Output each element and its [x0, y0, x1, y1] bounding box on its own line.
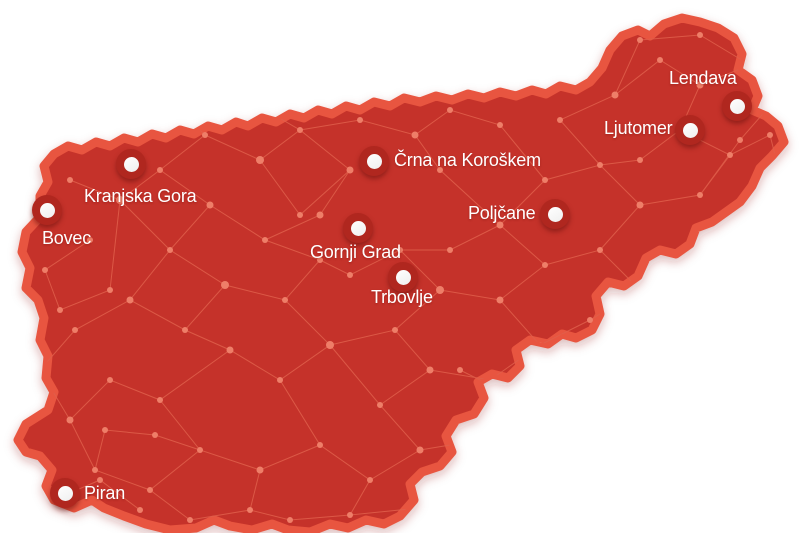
marker-center-dot — [366, 153, 382, 169]
city-marker[interactable] — [388, 262, 418, 292]
marker-center-dot — [123, 156, 139, 172]
city-marker[interactable] — [50, 478, 80, 508]
city-marker[interactable] — [359, 146, 389, 176]
city-marker[interactable] — [32, 195, 62, 225]
city-marker[interactable] — [675, 115, 705, 145]
marker-center-dot — [39, 202, 55, 218]
marker-center-dot — [682, 122, 698, 138]
city-marker[interactable] — [722, 91, 752, 121]
marker-center-dot — [395, 269, 411, 285]
marker-center-dot — [350, 220, 366, 236]
city-marker[interactable] — [540, 199, 570, 229]
city-marker[interactable] — [343, 213, 373, 243]
city-marker[interactable] — [116, 149, 146, 179]
marker-center-dot — [729, 98, 745, 114]
marker-center-dot — [57, 485, 73, 501]
marker-center-dot — [547, 206, 563, 222]
